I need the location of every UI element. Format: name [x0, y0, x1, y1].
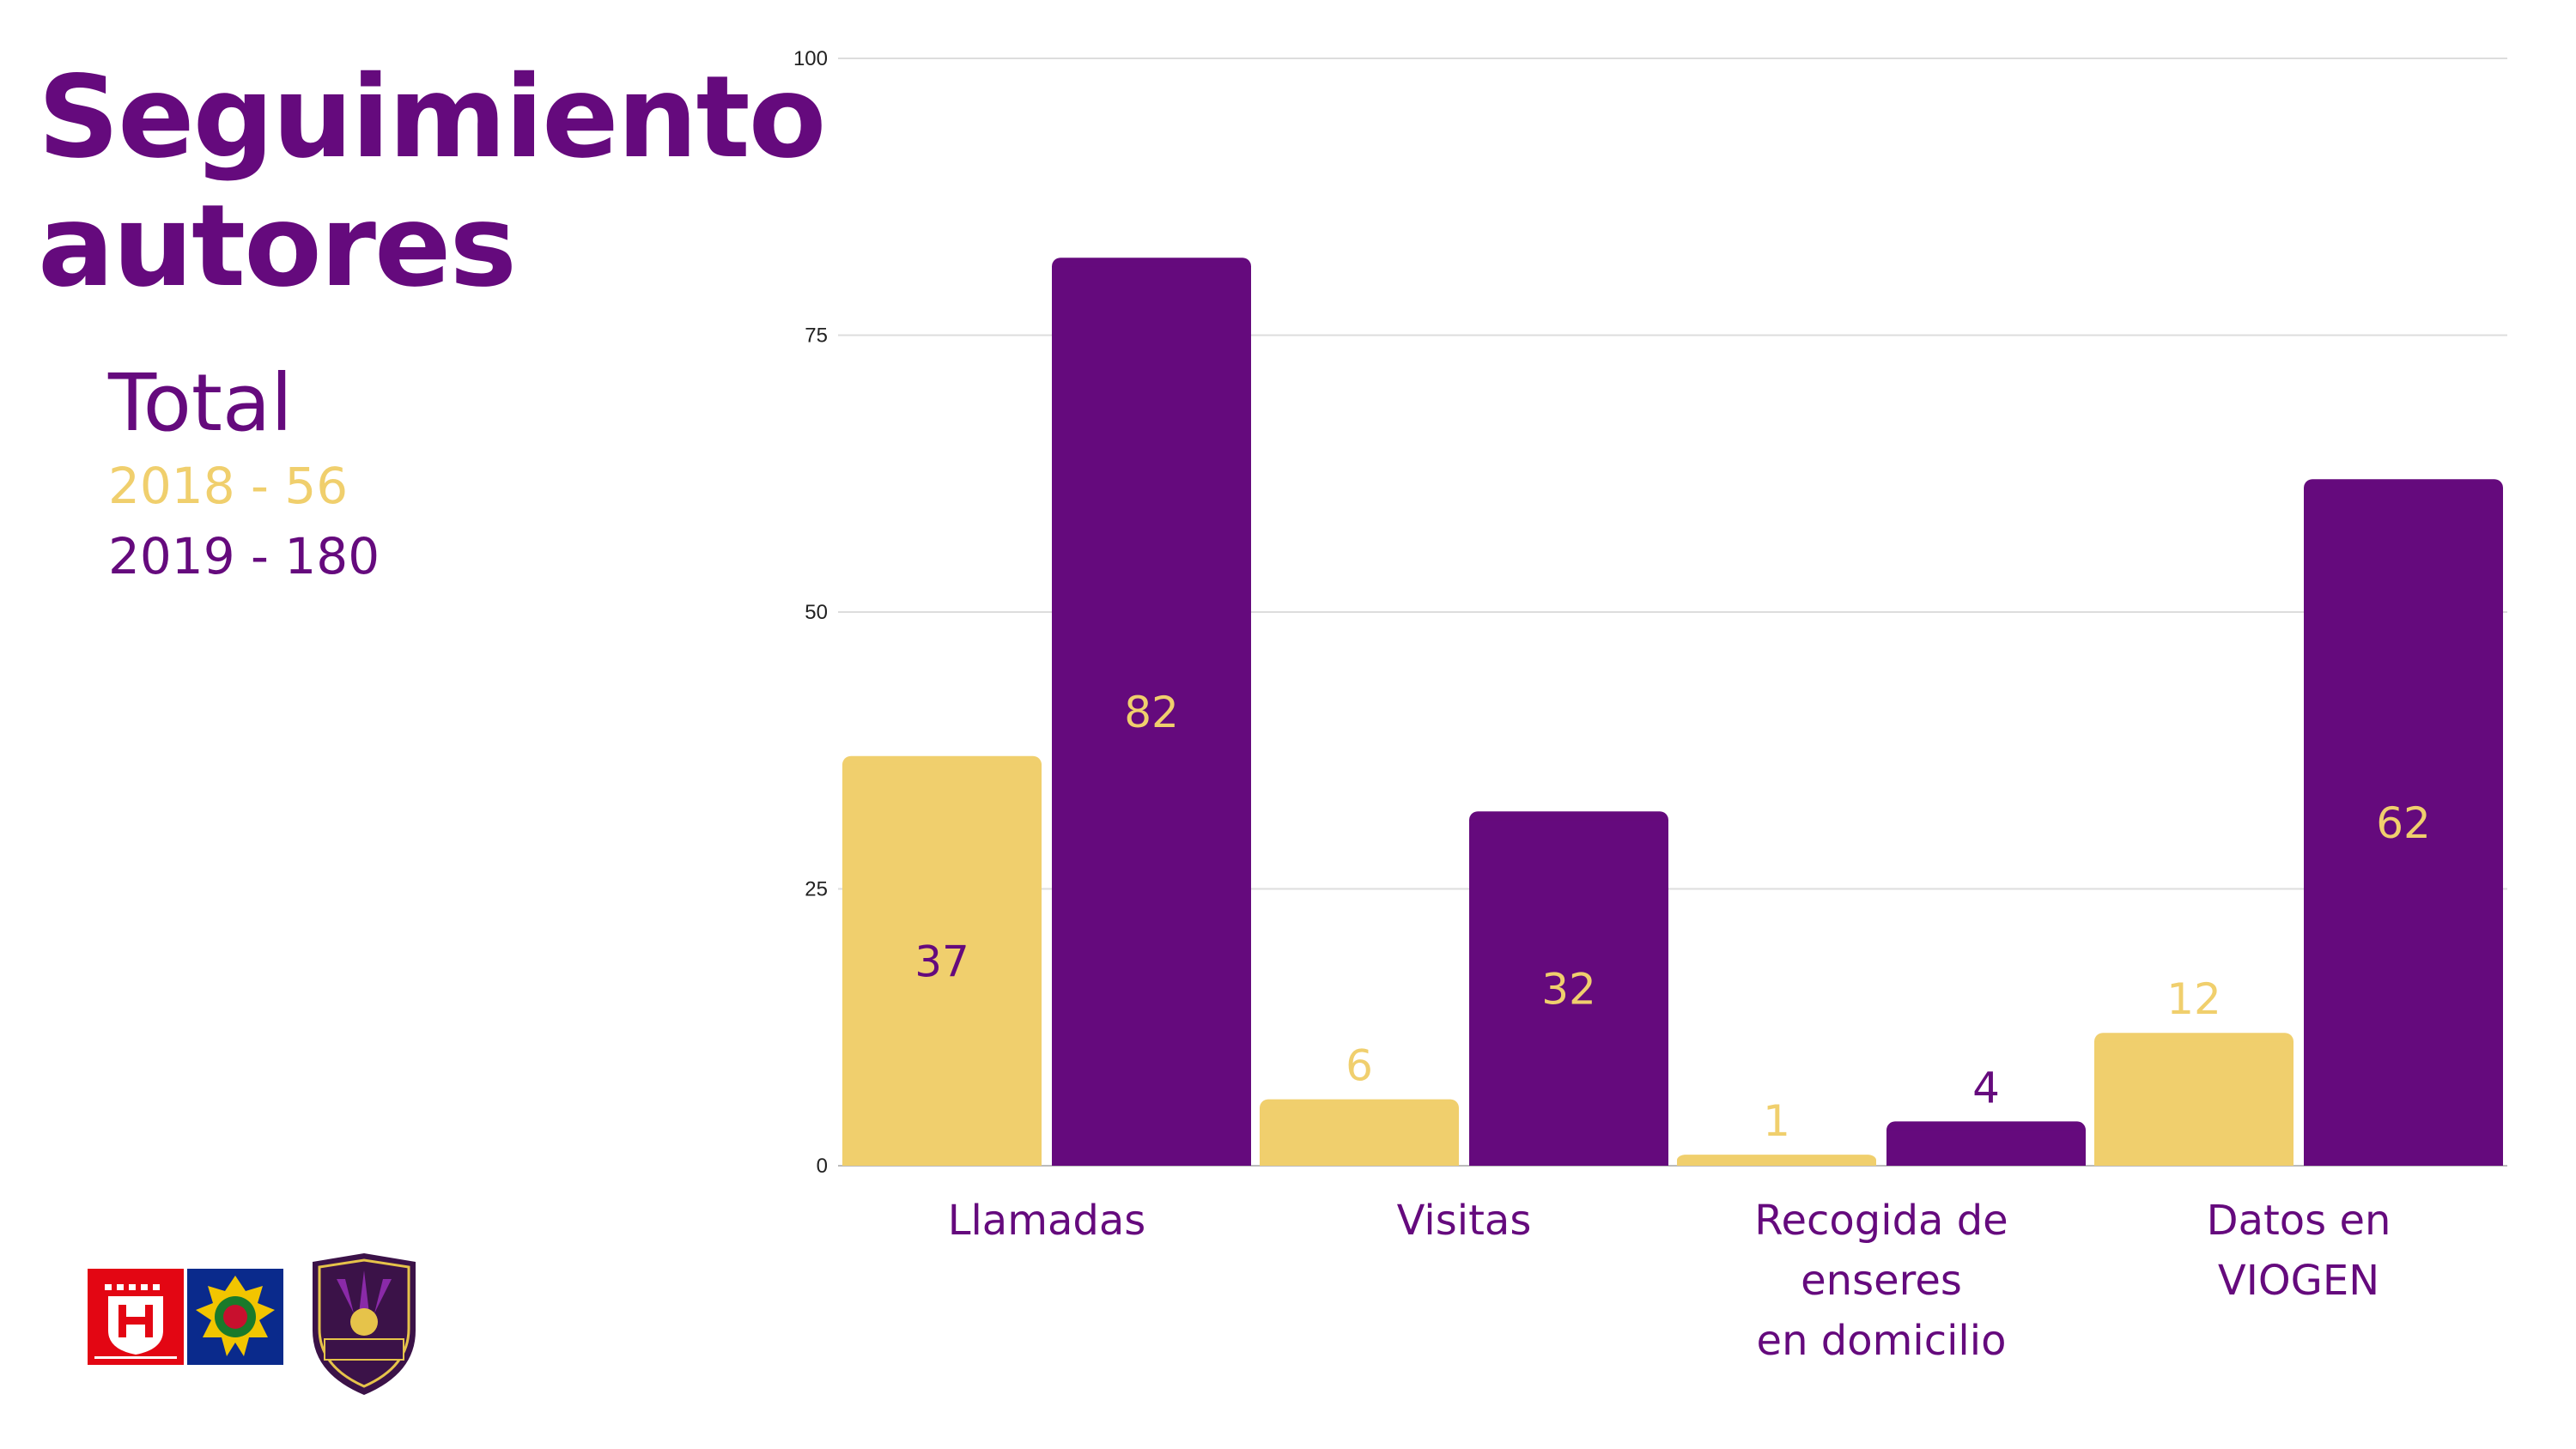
total-2019: 2019 - 180 [108, 527, 380, 585]
title-line-2: autores [38, 180, 517, 312]
y-tick-label: 25 [805, 878, 828, 901]
value-label: 32 [1541, 965, 1596, 1015]
value-label: 1 [1763, 1096, 1790, 1146]
x-axis-categories: Llamadas Visitas Recogida de enseres en domi… [948, 1197, 2391, 1365]
category-label: Recogida de enseres en domicilio [1754, 1197, 2008, 1365]
bar-base [1677, 1160, 1876, 1166]
bar-base [842, 764, 1042, 1166]
value-labels: 37 82 6 32 1 4 12 62 [914, 688, 2431, 1146]
category-label-line: Datos en [2207, 1197, 2391, 1245]
bar-base [2094, 1041, 2293, 1166]
y-tick-label: 75 [805, 324, 828, 348]
title-line-1: Seguimiento [38, 52, 826, 184]
value-label: 12 [2166, 974, 2221, 1024]
bar-base [1052, 266, 1251, 1167]
y-tick-label: 100 [793, 47, 828, 70]
category-label-line: en domicilio [1757, 1317, 2007, 1365]
category-label: Datos en VIOGEN [2207, 1197, 2391, 1305]
category-label: Llamadas [948, 1197, 1146, 1245]
total-2018: 2018 - 56 [108, 457, 349, 515]
unidad-violencia-genero-badge [313, 1253, 416, 1395]
bar-base [2304, 488, 2503, 1166]
bar-base [1469, 820, 1668, 1166]
category-label-line: Recogida de [1754, 1197, 2008, 1245]
value-label: 82 [1124, 688, 1179, 737]
value-label: 62 [2376, 798, 2431, 848]
category-label-line: VIOGEN [2218, 1257, 2379, 1305]
value-label: 37 [914, 937, 969, 986]
y-tick-label: 0 [817, 1155, 828, 1178]
value-label: 4 [1972, 1063, 2000, 1113]
y-tick-label: 50 [805, 601, 828, 624]
page-title: Seguimiento autores [38, 52, 826, 312]
bar-base [1260, 1107, 1459, 1166]
category-label: Visitas [1397, 1197, 1532, 1245]
policia-local-badge [187, 1269, 283, 1365]
total-label: Total [108, 357, 293, 449]
bar-base [1886, 1130, 2086, 1166]
logos [88, 1253, 416, 1395]
ayuntamiento-elda-logo [88, 1269, 184, 1365]
y-axis-ticks: 0 25 50 75 100 [793, 47, 828, 1178]
totals-block: Total 2018 - 56 2019 - 180 [108, 356, 380, 591]
category-label-line: Visitas [1397, 1197, 1532, 1245]
bars [842, 258, 2503, 1167]
value-label: 6 [1346, 1041, 1373, 1091]
category-label-line: enseres [1801, 1257, 1962, 1305]
category-label-line: Llamadas [948, 1197, 1146, 1245]
